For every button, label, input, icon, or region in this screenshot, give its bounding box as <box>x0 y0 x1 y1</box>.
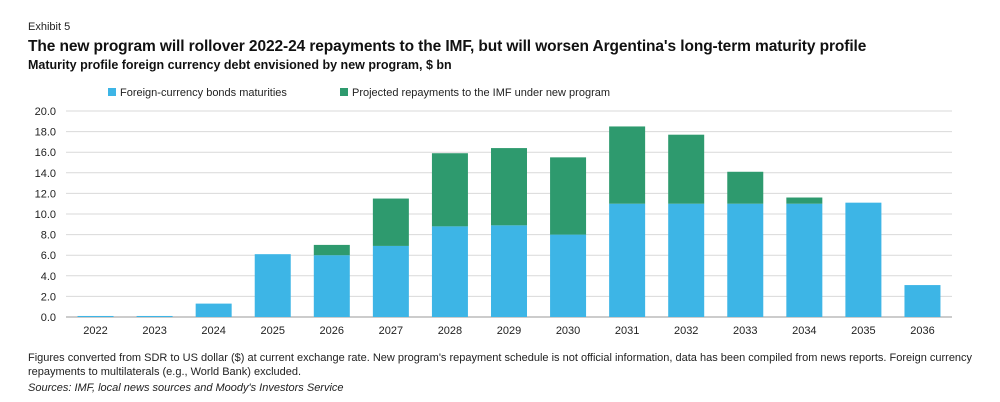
bar-2027-series-0 <box>372 245 409 317</box>
y-axis: 0.0 2.0 4.0 6.0 8.0 10.0 12.0 14.0 16.0 18.0 20.0 <box>35 106 56 324</box>
bar-2031-series-1 <box>609 126 646 204</box>
legend-label-0: Foreign-currency bonds maturities <box>120 87 287 99</box>
legend-swatch-1 <box>340 88 348 96</box>
x-tick-label: 2025 <box>260 325 284 337</box>
y-tick-label: 2.0 <box>41 291 56 303</box>
bar-2034-series-0 <box>786 203 823 317</box>
legend-swatch-0 <box>108 88 116 96</box>
y-tick-label: 18.0 <box>35 127 56 139</box>
x-tick-label: 2028 <box>438 325 462 337</box>
legend: Foreign-currency bonds maturities Project… <box>108 87 610 99</box>
chart-title: The new program will rollover 2022-24 re… <box>28 38 867 55</box>
chart-subtitle: Maturity profile foreign currency debt e… <box>28 58 452 72</box>
bar-2034-series-1 <box>786 197 823 204</box>
bar-2032-series-0 <box>668 203 705 317</box>
sources-note: Sources: IMF, local news sources and Moo… <box>28 382 344 394</box>
x-tick-label: 2033 <box>733 325 757 337</box>
bar-2029-series-1 <box>491 148 527 226</box>
bar-2032-series-1 <box>668 134 705 204</box>
bar-2036-series-0 <box>904 285 941 317</box>
x-axis: 2022 2023 2024 2025 2026 2027 2028 2029 2030 2031… <box>83 325 934 337</box>
y-tick-label: 20.0 <box>35 106 56 118</box>
exhibit-label: Exhibit 5 <box>28 21 71 33</box>
y-tick-label: 10.0 <box>35 209 56 221</box>
x-tick-label: 2036 <box>910 325 934 337</box>
y-tick-label: 6.0 <box>41 250 56 262</box>
x-tick-label: 2023 <box>142 325 166 337</box>
bar-2023-series-0 <box>136 315 173 317</box>
bar-2035-series-0 <box>845 202 882 317</box>
y-tick-label: 12.0 <box>35 188 56 200</box>
x-tick-label: 2031 <box>615 325 639 337</box>
bar-2026-series-1 <box>313 244 350 256</box>
legend-label-1: Projected repayments to the IMF under ne… <box>352 87 610 99</box>
bar-2033-series-1 <box>727 171 764 204</box>
bar-2025-series-0 <box>254 254 291 317</box>
y-tick-label: 16.0 <box>35 147 56 159</box>
bar-2030-series-1 <box>550 157 587 235</box>
x-tick-label: 2032 <box>674 325 698 337</box>
y-tick-label: 8.0 <box>41 230 56 242</box>
bar-2028-series-0 <box>431 226 468 317</box>
x-tick-label: 2027 <box>379 325 403 337</box>
bar-2029-series-0 <box>491 225 527 317</box>
y-tick-label: 14.0 <box>35 168 56 180</box>
x-tick-label: 2034 <box>792 325 816 337</box>
bar-2024-series-0 <box>195 303 232 317</box>
bar-2028-series-1 <box>431 153 468 227</box>
bar-2030-series-0 <box>550 234 587 317</box>
bar-2027-series-1 <box>372 198 409 246</box>
bar-2031-series-0 <box>609 203 646 317</box>
bar-2033-series-0 <box>727 203 764 317</box>
bar-2022-series-0 <box>77 315 114 317</box>
x-tick-label: 2022 <box>83 325 107 337</box>
y-tick-label: 4.0 <box>41 271 56 283</box>
x-tick-label: 2026 <box>320 325 344 337</box>
bars <box>77 126 941 317</box>
bar-2026-series-0 <box>313 255 350 317</box>
y-tick-label: 0.0 <box>41 312 56 324</box>
bar-chart: Foreign-currency bonds maturities Project… <box>35 87 952 337</box>
footnote: Figures converted from SDR to US dollar … <box>28 352 973 378</box>
x-tick-label: 2035 <box>851 325 875 337</box>
x-tick-label: 2024 <box>201 325 225 337</box>
x-tick-label: 2030 <box>556 325 580 337</box>
x-tick-label: 2029 <box>497 325 521 337</box>
